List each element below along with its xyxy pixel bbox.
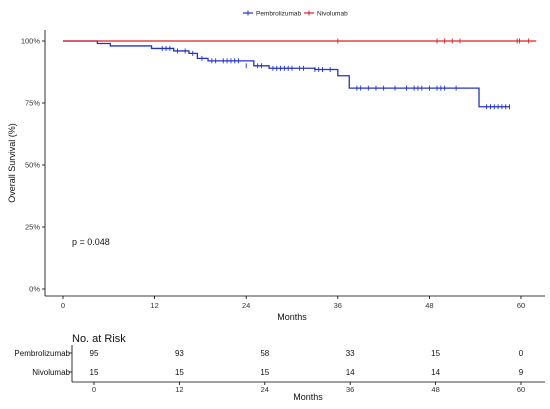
y-ticks: 0% 25% 50% 75% 100%	[21, 37, 45, 294]
y-axis-title: Overall Survival (%)	[7, 123, 17, 203]
x-tick-label: 24	[242, 301, 250, 310]
x-tick-label: 60	[517, 301, 525, 310]
risk-x-tick-label: 36	[346, 385, 354, 394]
plot-area: 0% 25% 50% 75% 100% 0 12 24 36 48 60 Overall Surv…	[7, 30, 545, 322]
x-axis-title: Months	[277, 312, 307, 322]
x-tick-label: 36	[334, 301, 342, 310]
risk-cell-pembrolizumab: 58	[260, 349, 269, 358]
y-tick-label: 0%	[29, 285, 40, 294]
y-tick-label: 100%	[21, 37, 41, 46]
risk-cell-pembrolizumab: 95	[90, 349, 99, 358]
risk-x-tick-label: 60	[517, 385, 525, 394]
risk-cells: 95 93 58 33 15 0 15 15 15 14 14 9	[90, 349, 524, 377]
legend-label-nivolumab: Nivolumab	[317, 11, 348, 18]
risk-row-label-pembrolizumab: Pembrolizumab	[14, 349, 70, 358]
x-ticks: 0 12 24 36 48 60	[61, 296, 525, 310]
risk-cell-nivolumab: 15	[90, 368, 99, 377]
risk-table: No. at Risk Pembrolizumab Nivolumab 95 93…	[14, 333, 545, 402]
risk-cell-nivolumab: 14	[346, 368, 355, 377]
y-tick-label: 25%	[25, 223, 40, 232]
risk-cell-nivolumab: 15	[175, 368, 184, 377]
y-tick-label: 50%	[25, 161, 40, 170]
risk-cell-pembrolizumab: 93	[175, 349, 184, 358]
risk-cell-pembrolizumab: 15	[431, 349, 440, 358]
x-tick-label: 0	[61, 301, 65, 310]
risk-x-ticks: 0 12 24 36 48 60	[92, 382, 525, 394]
risk-x-tick-label: 24	[261, 385, 269, 394]
risk-table-title: No. at Risk	[72, 333, 126, 345]
risk-x-tick-label: 0	[92, 385, 96, 394]
y-tick-label: 75%	[25, 99, 40, 108]
risk-row-label-nivolumab: Nivolumab	[32, 368, 70, 377]
risk-cell-pembrolizumab: 33	[346, 349, 355, 358]
risk-x-tick-label: 48	[431, 385, 439, 394]
risk-cell-nivolumab: 14	[431, 368, 440, 377]
risk-cell-nivolumab: 9	[519, 368, 524, 377]
risk-x-tick-label: 12	[175, 385, 183, 394]
risk-x-axis-title: Months	[293, 392, 323, 402]
x-tick-label: 48	[425, 301, 433, 310]
risk-cell-pembrolizumab: 0	[519, 349, 524, 358]
survival-curve-pembrolizumab	[63, 40, 510, 108]
p-value-annotation: p = 0.048	[72, 237, 110, 247]
legend-label-pembrolizumab: Pembrolizumab	[256, 11, 302, 18]
x-tick-label: 12	[150, 301, 158, 310]
legend: Pembrolizumab Nivolumab	[243, 10, 348, 18]
survival-curves	[63, 38, 537, 110]
risk-cell-nivolumab: 15	[260, 368, 269, 377]
